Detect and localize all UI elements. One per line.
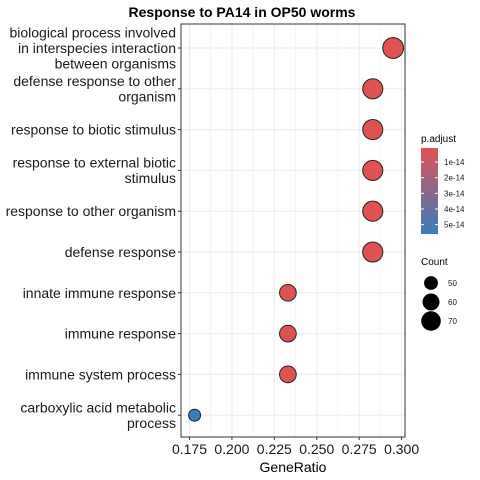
color-legend: p.adjust 1e-14 2e-14 3e-14 4e-14 5e-14 <box>421 134 465 234</box>
plot-panel <box>180 23 406 438</box>
data-point <box>362 78 384 100</box>
data-point <box>362 159 384 181</box>
y-tick-label: immune response <box>65 326 176 342</box>
y-tick-label: immune system process <box>25 366 176 382</box>
data-point <box>279 365 297 384</box>
color-legend-label: 5e-14 <box>444 221 465 230</box>
color-legend-label: 1e-14 <box>444 158 465 167</box>
y-tick-label: response to other organism <box>6 203 176 219</box>
x-tick-label: 0.175 <box>172 441 207 457</box>
data-points <box>188 37 405 422</box>
y-tick-label: in interspecies interaction <box>18 40 176 56</box>
data-point <box>382 37 405 59</box>
chart-title: Response to PA14 in OP50 worms <box>129 4 356 20</box>
size-legend-key <box>421 311 441 331</box>
color-legend-label: 3e-14 <box>444 189 465 198</box>
size-legend-label: 60 <box>448 298 457 307</box>
size-legend: Count 50 60 70 <box>421 257 457 331</box>
y-tick-label: stimulus <box>125 170 176 186</box>
data-point <box>362 119 384 141</box>
x-tick-label: 0.250 <box>299 441 334 457</box>
y-tick-label: carboxylic acid metabolic <box>20 399 176 415</box>
x-axis: 0.175 0.200 0.225 0.250 0.275 0.300 <box>172 437 419 457</box>
y-tick-label: response to external biotic <box>13 155 176 171</box>
size-legend-key <box>424 276 438 290</box>
y-tick-label: between organisms <box>55 56 176 72</box>
y-tick-label: innate immune response <box>23 285 177 301</box>
y-tick-label: defense response to other <box>13 73 176 89</box>
y-tick-label: organism <box>118 89 176 105</box>
y-tick-label: process <box>127 415 176 431</box>
size-legend-key <box>422 293 440 311</box>
data-point <box>362 200 384 222</box>
x-tick-label: 0.200 <box>214 441 249 457</box>
data-point <box>362 241 384 263</box>
color-bar <box>421 148 438 234</box>
x-axis-title: GeneRatio <box>260 459 327 475</box>
size-legend-label: 50 <box>448 279 457 288</box>
data-point <box>279 324 297 343</box>
size-legend-title: Count <box>421 257 448 268</box>
data-point <box>188 408 202 422</box>
x-tick-label: 0.275 <box>342 441 377 457</box>
color-legend-label: 4e-14 <box>444 205 465 214</box>
x-tick-label: 0.300 <box>384 441 419 457</box>
color-legend-title: p.adjust <box>421 134 456 145</box>
color-legend-label: 2e-14 <box>444 174 465 183</box>
data-point <box>279 283 297 302</box>
y-tick-label: defense response <box>65 244 177 260</box>
y-tick-label: biological process involved <box>9 25 176 41</box>
x-tick-label: 0.225 <box>257 441 292 457</box>
y-tick-label: response to biotic stimulus <box>11 122 176 138</box>
size-legend-label: 70 <box>448 317 457 326</box>
